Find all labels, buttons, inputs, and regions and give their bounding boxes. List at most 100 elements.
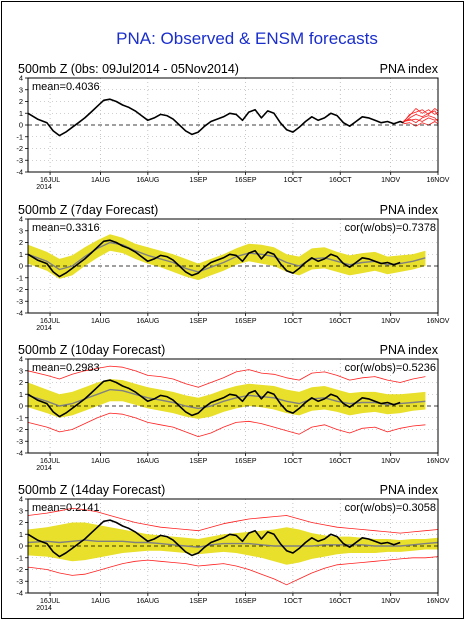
x-tick-label: 1NOV xyxy=(381,598,400,605)
y-tick-label: -4 xyxy=(16,449,23,458)
x-tick-label: 1SEP xyxy=(189,598,207,605)
x-tick-label: 1SEP xyxy=(189,177,207,184)
x-tick-year: 2014 xyxy=(36,325,52,332)
y-tick-label: 1 xyxy=(19,390,23,399)
mean-label: mean=0.2983 xyxy=(32,362,100,374)
correlation-label: cor(w/obs)=0.5236 xyxy=(345,362,436,374)
x-tick-label: 1NOV xyxy=(381,318,400,325)
x-tick-label: 1SEP xyxy=(189,318,207,325)
x-tick-label: 16OCT xyxy=(329,177,352,184)
member-lower-line xyxy=(27,556,439,586)
x-tick-label: 1OCT xyxy=(284,598,303,605)
panel-title: 500mb Z (7day Forecast) xyxy=(18,203,158,217)
y-tick-label: -2 xyxy=(16,285,23,294)
y-tick-label: 1 xyxy=(19,109,23,118)
x-tick-label: 16SEP xyxy=(235,318,257,325)
x-tick-label: 16AUG xyxy=(136,598,159,605)
y-tick-label: 3 xyxy=(19,366,23,375)
x-tick-label: 16OCT xyxy=(329,458,352,465)
forecast-member-line xyxy=(403,117,439,122)
y-tick-label: -4 xyxy=(16,168,23,177)
observed-line xyxy=(27,98,404,137)
x-tick-label: 1AUG xyxy=(91,177,110,184)
x-tick-label: 16NOV xyxy=(427,598,450,605)
x-tick-year: 2014 xyxy=(36,184,52,191)
x-tick-label: 1SEP xyxy=(189,458,207,465)
x-tick-label: 1OCT xyxy=(284,458,303,465)
x-tick-label: 1AUG xyxy=(91,318,110,325)
x-tick-label: 16JUL xyxy=(40,318,60,325)
y-tick-label: -2 xyxy=(16,425,23,434)
correlation-label: cor(w/obs)=0.3058 xyxy=(345,502,436,514)
figure-title: PNA: Observed & ENSM forecasts xyxy=(116,29,378,48)
panel-index-label: PNA index xyxy=(380,203,439,217)
forecast-member-line xyxy=(403,121,439,127)
ensemble-mean-line xyxy=(27,539,439,548)
y-tick-label: 4 xyxy=(19,355,23,364)
y-tick-label: -1 xyxy=(16,553,23,562)
y-tick-label: -1 xyxy=(16,413,23,422)
ensemble-mean-line xyxy=(27,388,426,410)
ensemble-spread-band xyxy=(28,234,426,281)
observed-line xyxy=(27,239,401,278)
ensemble-spread-band xyxy=(28,379,426,419)
x-tick-label: 16AUG xyxy=(136,318,159,325)
panel-index-label: PNA index xyxy=(380,62,439,76)
x-tick-label: 1NOV xyxy=(381,458,400,465)
forecast-member-line xyxy=(402,108,439,123)
forecast-member-line xyxy=(403,110,439,124)
x-tick-label: 16OCT xyxy=(329,598,352,605)
x-tick-label: 1NOV xyxy=(381,177,400,184)
y-tick-label: -1 xyxy=(16,273,23,282)
x-tick-label: 1AUG xyxy=(91,598,110,605)
x-tick-label: 1OCT xyxy=(284,177,303,184)
x-tick-label: 16AUG xyxy=(136,458,159,465)
x-tick-year: 2014 xyxy=(36,465,52,472)
y-tick-label: 0 xyxy=(19,262,23,271)
mean-label: mean=0.2141 xyxy=(32,502,100,514)
mean-label: mean=0.3316 xyxy=(32,222,100,234)
y-tick-label: 0 xyxy=(19,402,23,411)
y-tick-label: -2 xyxy=(16,144,23,153)
y-tick-label: 3 xyxy=(19,506,23,515)
y-tick-label: 2 xyxy=(19,378,23,387)
y-tick-label: -3 xyxy=(16,577,23,586)
x-tick-year: 2014 xyxy=(36,605,52,612)
observed-line xyxy=(27,519,401,558)
x-tick-label: 16SEP xyxy=(235,598,257,605)
member-upper-line xyxy=(27,507,439,534)
x-tick-label: 16SEP xyxy=(235,177,257,184)
x-tick-label: 16JUL xyxy=(40,177,60,184)
panel-title: 500mb Z (0bs: 09Jul2014 - 05Nov2014) xyxy=(18,62,239,76)
y-tick-label: 4 xyxy=(19,215,23,224)
observed-line xyxy=(27,379,401,418)
mean-label: mean=0.4036 xyxy=(32,81,100,93)
y-tick-label: -2 xyxy=(16,565,23,574)
x-tick-label: 1OCT xyxy=(284,318,303,325)
y-tick-label: 1 xyxy=(19,250,23,259)
x-tick-label: 1AUG xyxy=(91,458,110,465)
y-tick-label: 0 xyxy=(19,542,23,551)
x-tick-label: 16NOV xyxy=(427,177,450,184)
x-tick-label: 16JUL xyxy=(40,458,60,465)
x-tick-label: 16JUL xyxy=(40,598,60,605)
y-tick-label: -1 xyxy=(16,132,23,141)
y-tick-label: -4 xyxy=(16,309,23,318)
x-tick-label: 16SEP xyxy=(235,458,257,465)
x-tick-label: 16NOV xyxy=(427,318,450,325)
y-tick-label: -4 xyxy=(16,589,23,598)
y-tick-label: -3 xyxy=(16,437,23,446)
y-tick-label: 4 xyxy=(19,495,23,504)
y-tick-label: 3 xyxy=(19,85,23,94)
y-tick-label: 2 xyxy=(19,97,23,106)
panel-title: 500mb Z (10day Forecast) xyxy=(18,343,165,357)
member-upper-line xyxy=(27,365,426,388)
y-tick-label: 2 xyxy=(19,518,23,527)
forecast-member-line xyxy=(403,108,439,122)
